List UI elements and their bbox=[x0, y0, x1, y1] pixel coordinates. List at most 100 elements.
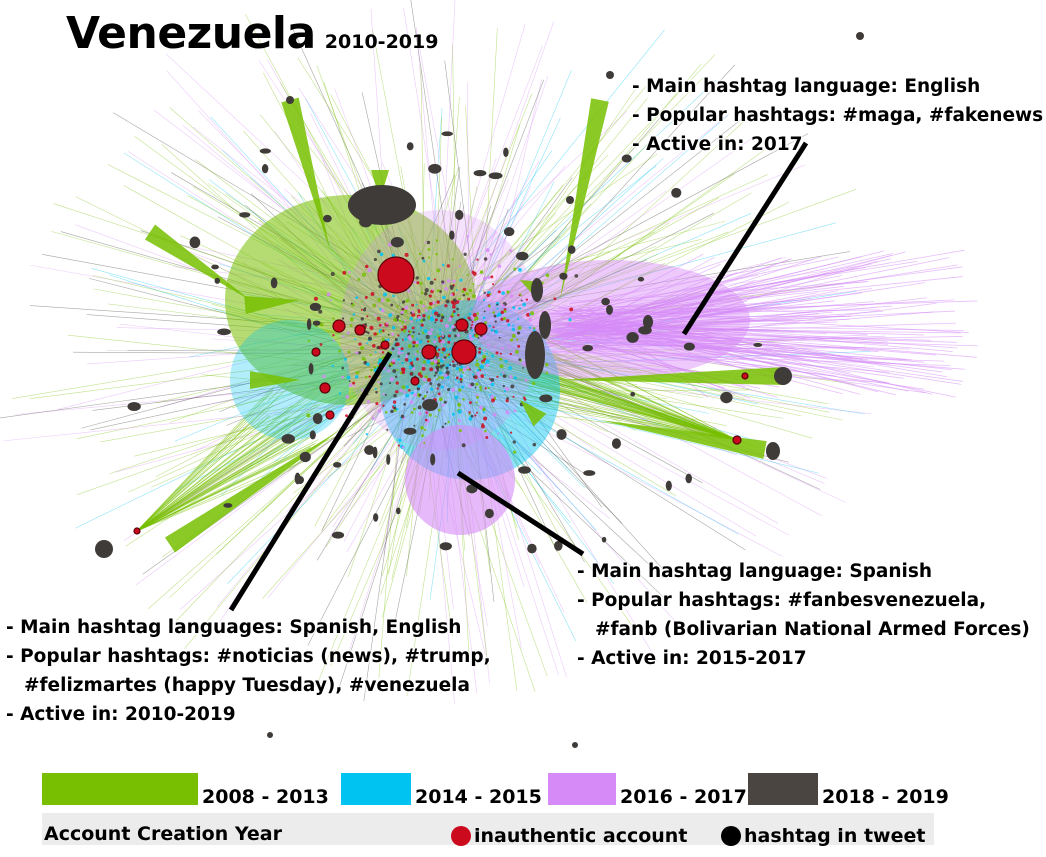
node-speck bbox=[387, 242, 392, 247]
node-speck bbox=[326, 292, 331, 297]
hashtag-node bbox=[422, 399, 438, 411]
node-speck bbox=[458, 297, 461, 301]
edge bbox=[538, 320, 867, 335]
hashtag-node bbox=[308, 362, 314, 375]
node-speck bbox=[419, 281, 423, 285]
node-speck bbox=[509, 294, 514, 299]
edge bbox=[450, 299, 554, 348]
legend-swatch-2014-2015 bbox=[341, 773, 411, 805]
node-speck bbox=[490, 394, 495, 399]
node-speck bbox=[447, 388, 451, 392]
node-speck bbox=[478, 350, 481, 354]
node-speck bbox=[397, 358, 400, 361]
hashtag-node bbox=[333, 461, 342, 468]
node-speck bbox=[348, 270, 352, 274]
edge bbox=[463, 115, 728, 345]
node-speck bbox=[389, 377, 394, 382]
node-speck bbox=[512, 324, 515, 327]
node-speck bbox=[440, 353, 443, 356]
node-speck bbox=[422, 360, 426, 364]
edge bbox=[556, 322, 977, 358]
node-speck bbox=[479, 405, 484, 410]
node-speck bbox=[457, 388, 462, 392]
node-speck bbox=[509, 431, 513, 434]
node-speck bbox=[502, 374, 507, 378]
node-speck bbox=[497, 264, 502, 268]
node-speck bbox=[338, 392, 342, 395]
hashtag-node bbox=[127, 401, 141, 412]
node-speck bbox=[402, 325, 407, 330]
cluster-spoke bbox=[560, 367, 786, 385]
node-speck bbox=[354, 384, 356, 387]
hashtag-node bbox=[403, 427, 417, 435]
node-speck bbox=[516, 338, 519, 341]
node-speck bbox=[375, 402, 379, 406]
edge bbox=[439, 352, 679, 626]
node-speck bbox=[402, 308, 405, 311]
node-speck bbox=[422, 397, 425, 400]
node-speck bbox=[417, 315, 422, 320]
node-speck bbox=[319, 322, 324, 327]
node-speck bbox=[461, 443, 466, 448]
node-speck bbox=[419, 349, 422, 353]
edge bbox=[136, 430, 291, 532]
legend-label-2016-2017: 2016 - 2017 bbox=[620, 786, 747, 808]
node-speck bbox=[503, 309, 507, 313]
node-speck bbox=[438, 397, 443, 402]
node-speck bbox=[407, 330, 410, 333]
inauthentic-account-node bbox=[741, 372, 749, 380]
node-speck bbox=[415, 276, 420, 280]
node-speck bbox=[404, 319, 407, 322]
node-speck bbox=[420, 291, 424, 295]
node-speck bbox=[436, 387, 439, 390]
node-speck bbox=[418, 411, 422, 416]
node-speck bbox=[433, 278, 436, 281]
node-speck bbox=[401, 338, 404, 341]
node-speck bbox=[459, 365, 464, 369]
hashtag-node bbox=[439, 542, 452, 551]
hashtag-node bbox=[582, 344, 594, 352]
node-speck bbox=[322, 374, 326, 379]
node-speck bbox=[439, 337, 443, 340]
node-speck bbox=[402, 329, 407, 333]
edge bbox=[428, 340, 757, 537]
node-speck bbox=[439, 332, 442, 335]
node-speck bbox=[396, 314, 400, 319]
node-speck bbox=[373, 257, 377, 262]
node-speck bbox=[462, 398, 465, 401]
node-speck bbox=[429, 387, 434, 392]
node-speck bbox=[480, 374, 485, 378]
annotation-hashtags-continued: #fanb (Bolivarian National Armed Forces) bbox=[595, 619, 1030, 640]
node-speck bbox=[449, 331, 452, 334]
edge bbox=[455, 213, 752, 343]
node-speck bbox=[417, 372, 422, 376]
node-speck bbox=[407, 352, 411, 356]
node-speck bbox=[368, 375, 371, 378]
node-speck bbox=[424, 308, 428, 312]
node-speck bbox=[452, 363, 456, 368]
node-speck bbox=[472, 283, 475, 286]
hashtag-node bbox=[211, 264, 219, 270]
node-speck bbox=[433, 340, 437, 344]
edge bbox=[458, 337, 558, 552]
edge bbox=[552, 330, 778, 398]
node-speck bbox=[416, 337, 419, 341]
node-speck bbox=[479, 388, 482, 391]
hashtag-node bbox=[286, 96, 294, 104]
edge bbox=[423, 361, 542, 475]
node-speck bbox=[331, 364, 334, 367]
node-speck bbox=[409, 361, 414, 365]
hashtag-node bbox=[359, 216, 373, 228]
edge bbox=[471, 384, 738, 441]
node-speck bbox=[419, 300, 423, 305]
node-speck bbox=[511, 327, 516, 332]
edge bbox=[136, 414, 269, 532]
node-speck bbox=[445, 366, 449, 370]
node-speck bbox=[510, 384, 515, 389]
hashtag-node bbox=[406, 142, 414, 151]
node-speck bbox=[418, 332, 421, 335]
node-speck bbox=[410, 320, 413, 323]
node-speck bbox=[437, 383, 441, 387]
edge bbox=[450, 109, 667, 361]
edge bbox=[473, 370, 563, 544]
